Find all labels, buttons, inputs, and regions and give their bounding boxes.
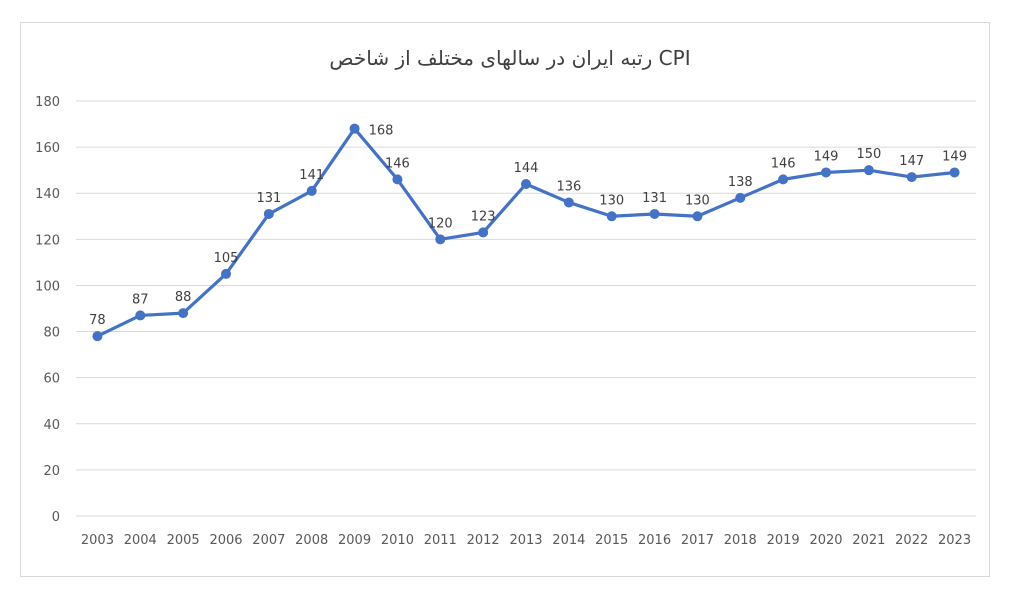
x-tick-label: 2007 [252, 533, 285, 548]
series [92, 123, 960, 342]
data-label: 168 [369, 124, 394, 139]
x-tick-label: 2005 [167, 533, 200, 548]
data-label: 144 [514, 161, 539, 176]
data-point [135, 310, 146, 321]
x-tick-label: 2006 [209, 533, 242, 548]
data-label: 136 [556, 179, 581, 194]
x-tick-label: 2008 [295, 533, 328, 548]
x-tick-label: 2013 [509, 533, 542, 548]
data-label: 141 [299, 168, 324, 183]
data-label: 146 [771, 156, 796, 171]
data-point [178, 308, 189, 319]
x-tick-label: 2014 [552, 533, 585, 548]
x-tick-label: 2019 [767, 533, 800, 548]
data-point [306, 185, 317, 196]
x-tick-label: 2010 [381, 533, 414, 548]
x-tick-label: 2003 [81, 533, 114, 548]
x-tick-label: 2011 [424, 533, 457, 548]
data-point [392, 174, 403, 185]
data-point [92, 331, 103, 342]
data-point [778, 174, 789, 185]
data-label: 130 [685, 193, 710, 208]
x-tick-label: 2017 [681, 533, 714, 548]
data-point [521, 179, 531, 189]
x-tick-label: 2004 [124, 533, 157, 548]
y-axis-ticks: 0 20 40 60 80 100 120 140 160 180 [35, 95, 60, 525]
data-point [949, 167, 960, 178]
chart-frame [20, 22, 990, 577]
x-tick-label: 2022 [895, 533, 928, 548]
data-label: 130 [599, 193, 624, 208]
y-tick-label: 100 [35, 279, 60, 294]
x-tick-label: 2015 [595, 533, 628, 548]
data-point [821, 167, 831, 178]
data-label: 105 [214, 251, 239, 266]
data-label: 120 [428, 216, 453, 231]
data-point [263, 208, 274, 219]
y-tick-label: 140 [35, 187, 60, 202]
x-axis-ticks: 2003 2004 2005 2006 2007 2008 2009 2010 2011 2012… [81, 533, 971, 548]
y-tick-label: 80 [43, 326, 60, 341]
data-point [863, 165, 874, 176]
data-point [649, 208, 660, 219]
y-tick-label: 160 [35, 141, 60, 156]
x-tick-label: 2023 [938, 533, 971, 548]
data-label: 78 [89, 313, 106, 328]
y-tick-label: 180 [35, 95, 60, 110]
data-point [478, 227, 489, 238]
chart-title: رتبه ایران در سالهای مختلف از شاخص CPI [329, 46, 690, 70]
x-tick-label: 2012 [467, 533, 500, 548]
y-tick-label: 120 [35, 233, 60, 248]
x-tick-label: 2016 [638, 533, 671, 548]
y-tick-label: 20 [43, 464, 60, 479]
y-tick-label: 40 [43, 418, 60, 433]
data-label: 149 [814, 149, 839, 164]
gridlines [76, 100, 976, 517]
data-point [692, 211, 703, 222]
x-tick-label: 2020 [809, 533, 842, 548]
data-label: 149 [942, 149, 967, 164]
y-tick-label: 60 [43, 372, 60, 387]
data-point [435, 234, 446, 245]
data-point [735, 192, 746, 203]
x-tick-label: 2018 [724, 533, 757, 548]
data-label: 138 [728, 175, 753, 190]
data-point [563, 197, 574, 208]
data-label: 146 [385, 156, 410, 171]
x-tick-label: 2021 [852, 533, 885, 548]
data-point [349, 123, 360, 134]
y-tick-label: 0 [52, 510, 60, 525]
x-tick-label: 2009 [338, 533, 371, 548]
data-label: 87 [132, 292, 149, 307]
data-label: 123 [471, 209, 496, 224]
data-label: 150 [856, 147, 881, 162]
data-labels: 78 87 88 105 131 141 168 146 120 123 144 136 130 131 1… [89, 124, 967, 328]
data-point [606, 211, 617, 222]
data-label: 131 [642, 191, 667, 206]
data-point [906, 172, 917, 183]
data-label: 88 [175, 290, 192, 305]
data-label: 147 [899, 154, 924, 169]
data-label: 131 [256, 191, 281, 206]
data-point [221, 268, 231, 279]
